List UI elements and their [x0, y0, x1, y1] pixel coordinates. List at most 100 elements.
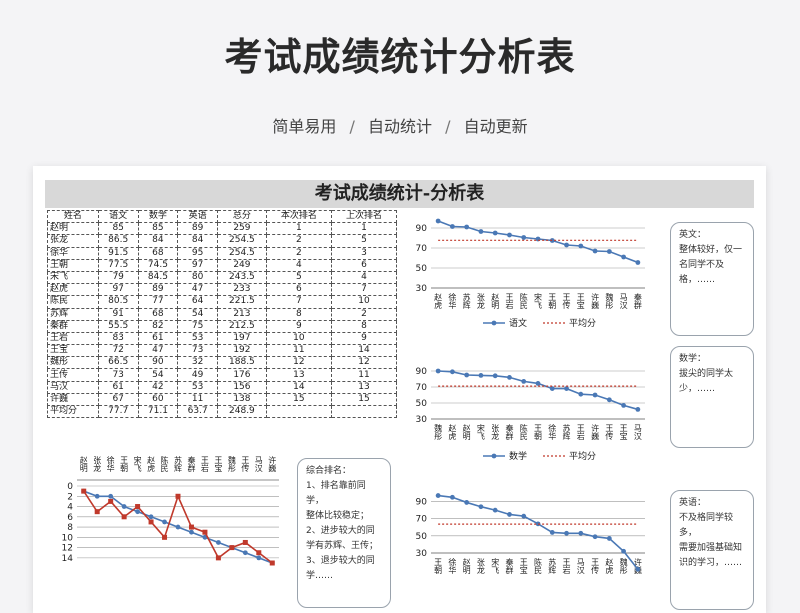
- data-point: [535, 381, 541, 386]
- note-english: 英语： 不及格同学较多， 需要加强基础知 识的学习，……: [670, 490, 754, 610]
- data-point: [507, 512, 512, 517]
- data-point: [256, 550, 262, 556]
- x-tick-label: 苏辉: [548, 557, 557, 575]
- data-point: [435, 493, 441, 498]
- x-tick-label: 秦群: [505, 557, 514, 575]
- table-cell: [330, 404, 398, 419]
- y-tick-label: 4: [67, 503, 73, 513]
- table-cell: 71.1: [137, 404, 179, 419]
- note-line: 需要加强基础知: [679, 543, 743, 553]
- data-point: [478, 504, 484, 510]
- x-tick-label: 许巍: [591, 423, 600, 441]
- note-line: 数学：: [679, 354, 707, 364]
- x-tick-label: 许巍: [268, 455, 277, 473]
- note-line: 1、排名靠前同学，: [306, 481, 366, 506]
- table-row: 魏彤 66.5 90 32 188.5 12 12: [47, 356, 398, 370]
- sheet-title: 考试成绩统计-分析表: [45, 180, 754, 208]
- table-cell: 赵虎: [47, 283, 99, 297]
- data-point: [94, 493, 100, 499]
- table-row: 陈民 80.5 77 64 221.5 7 10: [47, 295, 398, 309]
- x-tick-label: 王宝: [619, 424, 628, 440]
- data-point: [464, 500, 470, 505]
- data-point: [450, 369, 455, 375]
- x-tick-label: 陈民: [534, 557, 543, 575]
- data-point: [621, 254, 626, 260]
- data-point: [188, 524, 194, 530]
- x-tick-label: 张龙: [476, 558, 485, 575]
- note-line: 少，……: [679, 384, 716, 394]
- x-tick-label: 苏辉: [174, 455, 183, 473]
- data-point: [121, 504, 127, 509]
- note-math: 数学： 拔尖的同学太 少，……: [670, 346, 754, 448]
- data-point: [216, 540, 221, 545]
- x-tick-label: 王传: [241, 456, 250, 473]
- x-tick-label: 徐华: [448, 292, 457, 310]
- note-chinese: 英文： 整体较好，仅一 名同学不及 格，……: [670, 222, 754, 336]
- x-tick-label: 王朝: [534, 424, 543, 441]
- y-tick-label: 50: [416, 399, 428, 409]
- data-point: [162, 519, 167, 525]
- legend-label: 平均分: [569, 450, 596, 462]
- note-line: 整体较好，仅一: [679, 245, 743, 255]
- data-point: [507, 232, 512, 238]
- legend-marker: [491, 320, 497, 326]
- table-row: 苏辉 91 68 54 213 8 2: [47, 307, 398, 321]
- data-point: [621, 403, 626, 408]
- data-point: [564, 386, 569, 391]
- x-tick-label: 徐华: [548, 423, 557, 441]
- x-tick-label: 魏彤: [227, 455, 236, 473]
- data-point: [464, 224, 470, 230]
- note-line: 拔尖的同学太: [679, 369, 734, 379]
- data-point: [635, 260, 641, 265]
- data-point: [464, 372, 470, 378]
- x-tick-label: 魏彤: [619, 557, 628, 575]
- x-tick-label: 马汉: [254, 456, 263, 473]
- data-point: [121, 514, 127, 520]
- data-point: [256, 555, 262, 561]
- x-tick-label: 陈民: [519, 292, 528, 310]
- x-tick-label: 秦群: [633, 292, 642, 310]
- note-line: 学……: [306, 571, 334, 581]
- x-tick-label: 宋飞: [476, 423, 485, 440]
- x-tick-label: 王朝: [434, 558, 443, 575]
- x-tick-label: 王岩: [200, 456, 209, 473]
- subtitle-separator: /: [349, 117, 355, 136]
- data-point: [635, 407, 641, 412]
- data-point: [435, 368, 441, 374]
- subtitle-item-auto-update: 自动更新: [463, 117, 528, 136]
- x-tick-label: 赵虎: [434, 292, 443, 310]
- table-row-average: 平均分 77.7 71.1 63.7 248.9: [47, 404, 398, 419]
- x-tick-label: 赵明: [79, 455, 88, 473]
- table-cell: 平均分: [47, 404, 99, 419]
- x-tick-label: 赵虎: [448, 423, 457, 441]
- data-point: [242, 539, 248, 545]
- x-tick-label: 许巍: [591, 292, 600, 310]
- x-tick-label: 徐华: [106, 455, 115, 473]
- note-line: 名同学不及: [679, 260, 725, 270]
- data-point: [606, 249, 612, 254]
- spreadsheet-preview: 考试成绩统计-分析表 姓名 语文 数学 英语 总分 本次排名 上次排名 赵明 85…: [33, 166, 766, 613]
- data-point: [578, 530, 584, 536]
- data-point: [108, 493, 114, 499]
- subtitle-item-easy: 简单易用: [272, 117, 337, 136]
- x-tick-label: 张龙: [93, 456, 102, 473]
- x-tick-label: 秦群: [505, 423, 514, 441]
- table-row: 王朝 77.5 74.5 97 249 4 6: [47, 258, 398, 272]
- x-tick-label: 王朝: [120, 456, 129, 473]
- y-tick-label: 12: [62, 544, 73, 554]
- x-tick-label: 王宝: [519, 558, 528, 574]
- table-row: 秦群 55.5 82 75 212.5 9 8: [47, 319, 398, 333]
- x-tick-label: 马汉: [619, 293, 628, 310]
- data-point: [592, 534, 598, 540]
- x-tick-label: 王岩: [576, 424, 585, 441]
- x-tick-label: 王传: [562, 293, 571, 310]
- data-point: [521, 235, 527, 240]
- y-tick-label: 30: [416, 549, 428, 559]
- x-tick-label: 赵明: [462, 557, 471, 575]
- legend-label: 语文: [509, 317, 527, 329]
- x-tick-label: 陈民: [160, 455, 169, 473]
- x-tick-label: 宋飞: [133, 455, 142, 472]
- data-point: [189, 529, 194, 535]
- data-point: [148, 514, 154, 520]
- x-tick-label: 马汉: [633, 424, 642, 441]
